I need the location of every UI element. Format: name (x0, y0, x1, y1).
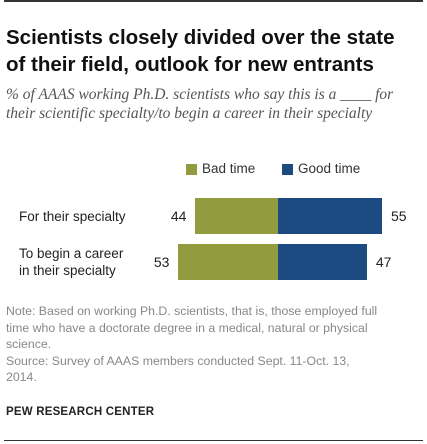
note-line: science. (6, 337, 52, 351)
top-rule (4, 0, 423, 2)
note-line: Note: Based on working Ph.D. scientists,… (6, 304, 378, 318)
bar-good-time (278, 244, 367, 280)
bar-good-time (278, 198, 382, 234)
source-note-line: Source: Survey of AAAS members conducted… (6, 353, 350, 368)
chart-subtitle: % of AAAS working Ph.D. scientists who s… (6, 86, 394, 122)
value-label-bad: 53 (153, 254, 170, 270)
legend-label-bad: Bad time (202, 161, 256, 176)
value-label-bad: 44 (170, 208, 187, 224)
organization-credit: PEW RESEARCH CENTER (6, 406, 155, 418)
note-line: time who have a doctorate degree in a me… (6, 320, 368, 335)
category-label: For their specialty (19, 209, 126, 224)
chart-title: Scientists closely divided over the stat… (6, 26, 395, 76)
legend-swatch-good (282, 164, 293, 175)
bar-bad-time (177, 244, 278, 280)
legend-swatch-bad (186, 164, 197, 175)
category-label: To begin a career in their specialty (19, 246, 124, 278)
value-label-good: 47 (375, 254, 392, 270)
legend-label-good: Good time (298, 161, 361, 176)
value-label-good: 55 (390, 208, 407, 224)
source-note-line: 2014. (6, 370, 37, 384)
chart-note: Note: Based on working Ph.D. scientists,… (6, 303, 418, 386)
bar-bad-time (194, 198, 278, 234)
bottom-rule (4, 440, 423, 441)
